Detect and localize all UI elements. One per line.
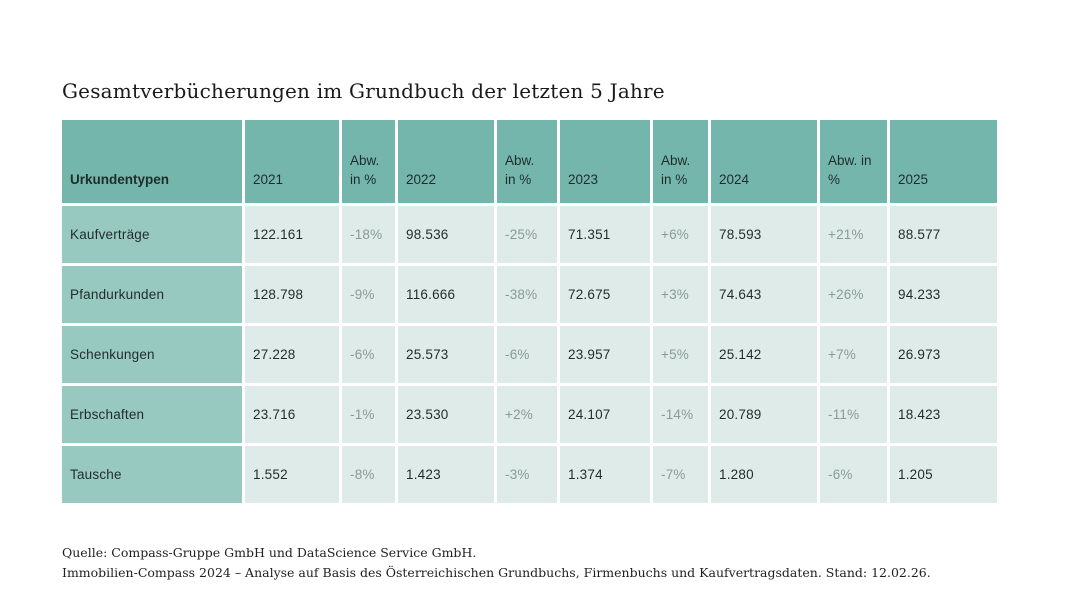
cell-value: 116.666: [398, 266, 494, 323]
column-header-abw-2022: Abw. in %: [497, 120, 557, 203]
row-label: Kaufverträge: [62, 206, 242, 263]
cell-deviation: -1%: [342, 386, 395, 443]
source-line-1: Quelle: Compass-Gruppe GmbH und DataScie…: [62, 545, 477, 560]
cell-value: 88.577: [890, 206, 997, 263]
column-header-urkundentypen: Urkundentypen: [62, 120, 242, 203]
cell-deviation: +7%: [820, 326, 887, 383]
cell-value: 26.973: [890, 326, 997, 383]
row-label: Schenkungen: [62, 326, 242, 383]
table-body: Kaufverträge 122.161 -18% 98.536 -25% 71…: [62, 206, 997, 503]
cell-value: 27.228: [245, 326, 339, 383]
column-header-2025: 2025: [890, 120, 997, 203]
column-header-abw-2024: Abw. in%: [820, 120, 887, 203]
row-label: Erbschaften: [62, 386, 242, 443]
cell-value: 71.351: [560, 206, 650, 263]
cell-deviation: -3%: [497, 446, 557, 503]
cell-deviation: -9%: [342, 266, 395, 323]
cell-deviation: -8%: [342, 446, 395, 503]
cell-deviation: +3%: [653, 266, 708, 323]
cell-deviation: -6%: [342, 326, 395, 383]
cell-deviation: -6%: [497, 326, 557, 383]
cell-value: 1.423: [398, 446, 494, 503]
table-row-tausche: Tausche 1.552 -8% 1.423 -3% 1.374 -7% 1.…: [62, 446, 997, 503]
column-header-abw-2023: Abw. in %: [653, 120, 708, 203]
column-header-2024: 2024: [711, 120, 817, 203]
row-label: Tausche: [62, 446, 242, 503]
column-header-2023: 2023: [560, 120, 650, 203]
row-label: Pfandurkunden: [62, 266, 242, 323]
column-header-2022: 2022: [398, 120, 494, 203]
cell-value: 1.374: [560, 446, 650, 503]
grundbuch-table: Urkundentypen 2021 Abw. in % 2022 Abw. in …: [59, 117, 1000, 506]
cell-value: 128.798: [245, 266, 339, 323]
cell-value: 18.423: [890, 386, 997, 443]
cell-value: 25.142: [711, 326, 817, 383]
cell-value: 23.957: [560, 326, 650, 383]
header-row: Urkundentypen 2021 Abw. in % 2022 Abw. in …: [62, 120, 997, 203]
cell-deviation: +21%: [820, 206, 887, 263]
cell-value: 24.107: [560, 386, 650, 443]
cell-value: 98.536: [398, 206, 494, 263]
cell-deviation: +5%: [653, 326, 708, 383]
source-line-2: Immobilien-Compass 2024 – Analyse auf Ba…: [62, 565, 931, 581]
cell-deviation: -7%: [653, 446, 708, 503]
page-title: Gesamtverbücherungen im Grundbuch der le…: [62, 79, 665, 104]
cell-deviation: -38%: [497, 266, 557, 323]
cell-deviation: -25%: [497, 206, 557, 263]
column-header-2021: 2021: [245, 120, 339, 203]
cell-value: 74.643: [711, 266, 817, 323]
cell-deviation: -11%: [820, 386, 887, 443]
cell-value: 72.675: [560, 266, 650, 323]
cell-deviation: -18%: [342, 206, 395, 263]
cell-value: 20.789: [711, 386, 817, 443]
table-row-schenkungen: Schenkungen 27.228 -6% 25.573 -6% 23.957…: [62, 326, 997, 383]
cell-value: 25.573: [398, 326, 494, 383]
cell-value: 1.280: [711, 446, 817, 503]
cell-deviation: -6%: [820, 446, 887, 503]
cell-deviation: -14%: [653, 386, 708, 443]
table-row-pfandurkunden: Pfandurkunden 128.798 -9% 116.666 -38% 7…: [62, 266, 997, 323]
cell-deviation: +2%: [497, 386, 557, 443]
cell-value: 23.530: [398, 386, 494, 443]
cell-deviation: +6%: [653, 206, 708, 263]
cell-value: 122.161: [245, 206, 339, 263]
cell-value: 94.233: [890, 266, 997, 323]
column-header-abw-2021: Abw. in %: [342, 120, 395, 203]
cell-value: 1.552: [245, 446, 339, 503]
table-header: Urkundentypen 2021 Abw. in % 2022 Abw. in …: [62, 120, 997, 203]
cell-value: 23.716: [245, 386, 339, 443]
cell-deviation: +26%: [820, 266, 887, 323]
table-row-erbschaften: Erbschaften 23.716 -1% 23.530 +2% 24.107…: [62, 386, 997, 443]
cell-value: 78.593: [711, 206, 817, 263]
table-row-kaufvertraege: Kaufverträge 122.161 -18% 98.536 -25% 71…: [62, 206, 997, 263]
cell-value: 1.205: [890, 446, 997, 503]
source-footnote: Quelle: Compass-Gruppe GmbH und DataScie…: [62, 543, 931, 584]
